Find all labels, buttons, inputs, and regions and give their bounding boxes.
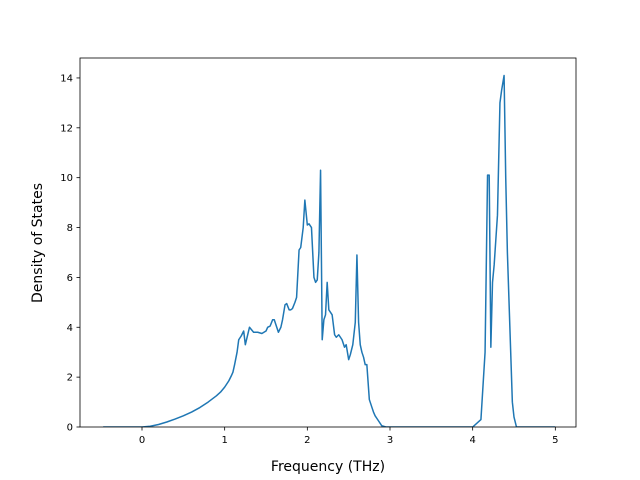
y-tick-label: 8 bbox=[67, 223, 73, 234]
x-axis-label: Frequency (THz) bbox=[271, 459, 385, 475]
x-tick-label: 1 bbox=[221, 435, 227, 446]
x-tick-label: 2 bbox=[304, 435, 310, 446]
y-tick-label: 2 bbox=[67, 373, 73, 384]
y-tick-label: 10 bbox=[60, 173, 73, 184]
y-tick-label: 0 bbox=[67, 423, 73, 434]
y-axis-label: Density of States bbox=[30, 183, 46, 303]
y-tick-label: 6 bbox=[67, 273, 73, 284]
dos-line-series-0 bbox=[103, 74, 556, 427]
y-tick-label: 12 bbox=[60, 123, 73, 134]
y-tick-label: 14 bbox=[60, 73, 73, 84]
x-tick-label: 0 bbox=[139, 435, 145, 446]
x-tick-label: 3 bbox=[387, 435, 393, 446]
axes-frame bbox=[79, 57, 577, 428]
x-tick-label: 4 bbox=[469, 435, 475, 446]
y-tick-label: 4 bbox=[67, 323, 73, 334]
plot-area bbox=[79, 57, 577, 428]
x-tick-label: 5 bbox=[552, 435, 558, 446]
